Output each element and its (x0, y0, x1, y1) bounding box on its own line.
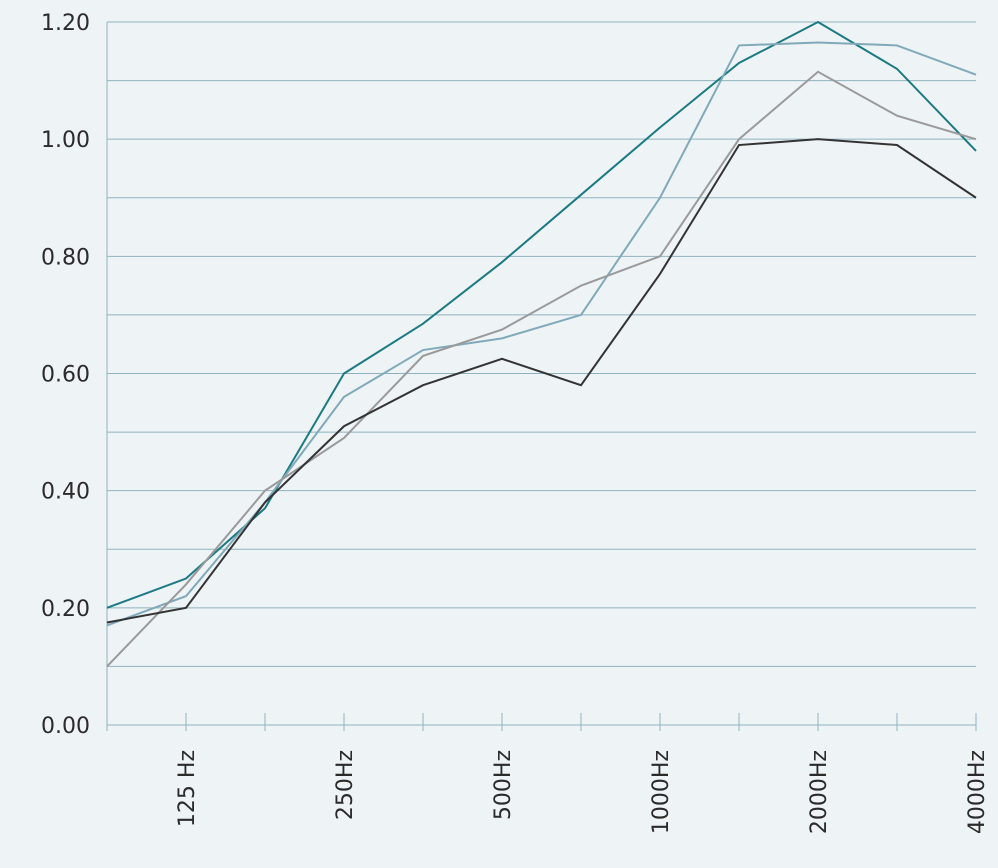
x-tick-label: 4000Hz (965, 750, 990, 834)
y-tick-label: 0.40 (41, 480, 90, 505)
x-tick-label: 250Hz (333, 750, 358, 820)
x-tick-label: 125 Hz (175, 750, 200, 827)
y-tick-label: 0.20 (41, 597, 90, 622)
y-tick-label: 0.00 (41, 714, 90, 739)
x-tick-label: 500Hz (491, 750, 516, 820)
series-line (106, 70, 977, 668)
x-tick-label: 2000Hz (807, 750, 832, 834)
y-tick-label: 0.60 (41, 363, 90, 388)
x-tick-label: 1000Hz (649, 750, 674, 834)
y-tick-label: 1.20 (41, 11, 90, 36)
y-tick-label: 1.00 (41, 128, 90, 153)
series-line (106, 138, 977, 624)
y-tick-label: 0.80 (41, 245, 90, 270)
series-line (106, 41, 977, 627)
